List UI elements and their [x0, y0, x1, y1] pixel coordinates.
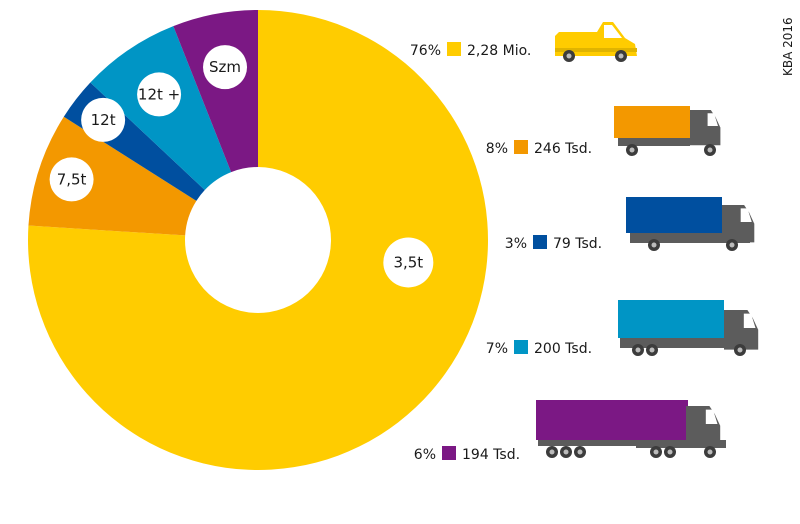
- legend-swatch: [514, 340, 528, 354]
- slice-category-label: 12t: [91, 111, 116, 129]
- source-label: KBA 2016: [781, 17, 795, 76]
- slice-label-bubble: [81, 97, 126, 142]
- slice-category-label: 3,5t: [393, 253, 423, 271]
- legend-count: 2,28 Mio.: [467, 43, 531, 59]
- slice-label-bubble: [49, 157, 94, 202]
- legend-percent: 3%: [505, 236, 527, 252]
- slice-category-label: Szm: [209, 58, 241, 76]
- van-icon: [555, 22, 637, 62]
- legend-percent: 76%: [410, 43, 441, 59]
- legend-swatch: [442, 446, 456, 460]
- legend-percent: 6%: [414, 447, 436, 463]
- legend-count: 246 Tsd.: [534, 141, 592, 157]
- legend-swatch: [514, 140, 528, 154]
- donut-slice-1: [28, 116, 197, 236]
- truck-icon: [614, 106, 721, 156]
- legend-swatch: [447, 42, 461, 56]
- legend-percent: 8%: [486, 141, 508, 157]
- slice-label-bubble: [383, 237, 434, 288]
- truck-icon: [618, 300, 759, 356]
- slice-label-bubble: [137, 72, 182, 117]
- legend-count: 194 Tsd.: [462, 447, 520, 463]
- slice-label-bubble: [203, 45, 248, 90]
- legend-swatch: [533, 235, 547, 249]
- donut-slice-0: [27, 10, 488, 470]
- legend-percent: 7%: [486, 341, 508, 357]
- truck-icon: [626, 197, 755, 251]
- legend-count: 79 Tsd.: [553, 236, 602, 252]
- legend-count: 200 Tsd.: [534, 341, 592, 357]
- semi-trailer-truck-icon: [536, 400, 726, 458]
- slice-category-label: 12t +: [138, 85, 180, 103]
- slice-category-label: 7,5t: [57, 170, 87, 188]
